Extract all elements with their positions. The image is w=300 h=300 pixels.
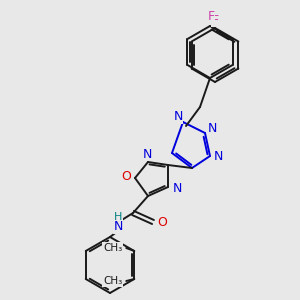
Text: N: N xyxy=(213,151,223,164)
Text: N: N xyxy=(113,220,123,233)
Text: H: H xyxy=(114,212,122,222)
Text: O: O xyxy=(121,170,131,184)
Text: F: F xyxy=(212,14,219,26)
Text: F: F xyxy=(207,11,214,23)
Text: CH₃: CH₃ xyxy=(103,243,122,253)
Text: CH₃: CH₃ xyxy=(103,276,122,286)
Text: N: N xyxy=(173,110,183,124)
Text: N: N xyxy=(172,182,182,194)
Text: N: N xyxy=(142,148,152,160)
Text: N: N xyxy=(207,122,217,136)
Text: O: O xyxy=(157,217,167,230)
